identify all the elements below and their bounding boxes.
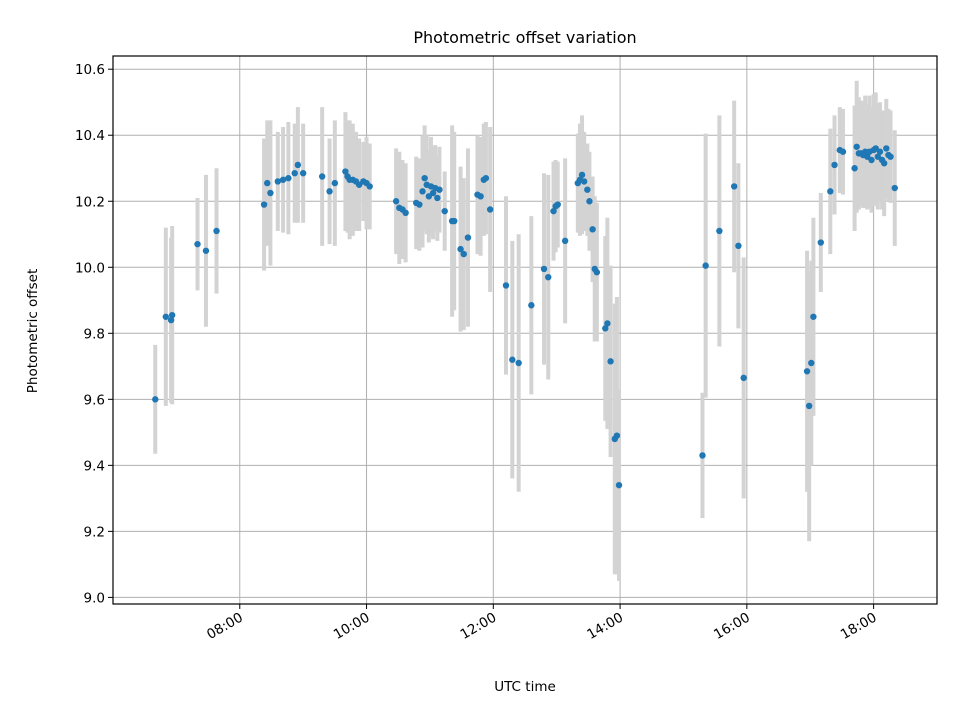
data-point [853,143,860,150]
data-point [604,320,611,327]
data-point [868,156,875,164]
data-point [434,194,441,202]
data-point [457,245,464,253]
data-point [260,201,268,208]
y-tick-label: 10.2 [75,194,105,210]
data-point [167,316,175,324]
data-point [699,452,706,459]
data-point [342,168,349,175]
data-point [299,169,307,177]
data-point [294,161,302,169]
data-point [716,227,723,235]
point-layer [152,143,898,489]
data-point [550,207,557,215]
data-point [279,176,287,183]
data-point [735,242,742,250]
data-point [876,148,884,155]
y-tick-label: 10.4 [75,128,105,144]
data-point [436,186,443,193]
y-axis-label: Photometric offset [25,269,41,393]
data-point [460,250,467,258]
data-point [528,302,535,309]
data-point [584,186,591,193]
data-point [392,198,400,205]
data-point [419,188,426,195]
y-tick-label: 9.0 [84,590,105,606]
data-point [880,160,888,167]
data-point [194,240,201,248]
y-tick-label: 9.8 [84,326,105,342]
data-point [554,201,561,208]
data-point [740,374,747,382]
data-point [402,209,409,217]
data-point [602,325,609,332]
data-point [883,145,890,152]
data-point [451,217,458,225]
data-point [805,402,813,410]
data-point [318,173,326,180]
data-point [421,174,428,182]
data-point [839,148,847,155]
data-point [540,265,548,273]
data-point [545,273,552,281]
data-point [887,153,894,160]
data-point [831,161,838,169]
data-point [593,269,601,276]
chart-title: Photometric offset variation [413,28,636,47]
y-tick-label: 9.4 [84,458,105,474]
data-point [810,313,817,320]
data-point [264,179,271,187]
data-point [331,179,339,187]
data-point [615,481,623,489]
data-point [851,165,858,172]
data-point [477,193,484,200]
data-point [464,234,472,241]
data-point [730,183,738,190]
data-point [589,226,596,233]
data-point [482,174,490,182]
data-point [578,171,586,179]
data-point [803,368,811,375]
data-point [213,227,220,235]
y-tick-label: 9.2 [84,524,105,540]
data-point [285,174,292,182]
data-point [486,206,494,213]
data-point [441,207,448,215]
data-point [509,356,516,363]
y-tick-label: 10.0 [75,260,105,276]
data-point [515,359,522,367]
data-point [702,262,709,269]
y-axis-ticks: 9.0 9.2 9.4 9.6 9.8 10.0 10.2 10.4 10.6 [75,62,113,606]
data-point [817,239,824,246]
data-point [808,359,815,367]
data-point [416,201,423,208]
data-point [891,184,898,192]
data-point [561,237,569,245]
data-point [613,432,621,439]
data-point [607,358,614,365]
data-point [827,188,834,195]
x-axis-label: UTC time [494,679,556,695]
data-point [274,178,281,185]
data-point [502,282,510,289]
data-point [366,183,373,190]
data-point [267,189,274,197]
data-point [291,169,298,177]
data-point [429,189,437,197]
data-point [580,178,588,185]
data-point [152,396,159,403]
data-point [168,311,176,319]
y-tick-label: 9.6 [84,392,105,408]
y-tick-label: 10.6 [75,62,105,78]
data-point [586,198,593,205]
data-point [202,247,210,254]
data-point [162,313,170,320]
plot-frame [112,55,938,605]
data-point [326,188,333,195]
